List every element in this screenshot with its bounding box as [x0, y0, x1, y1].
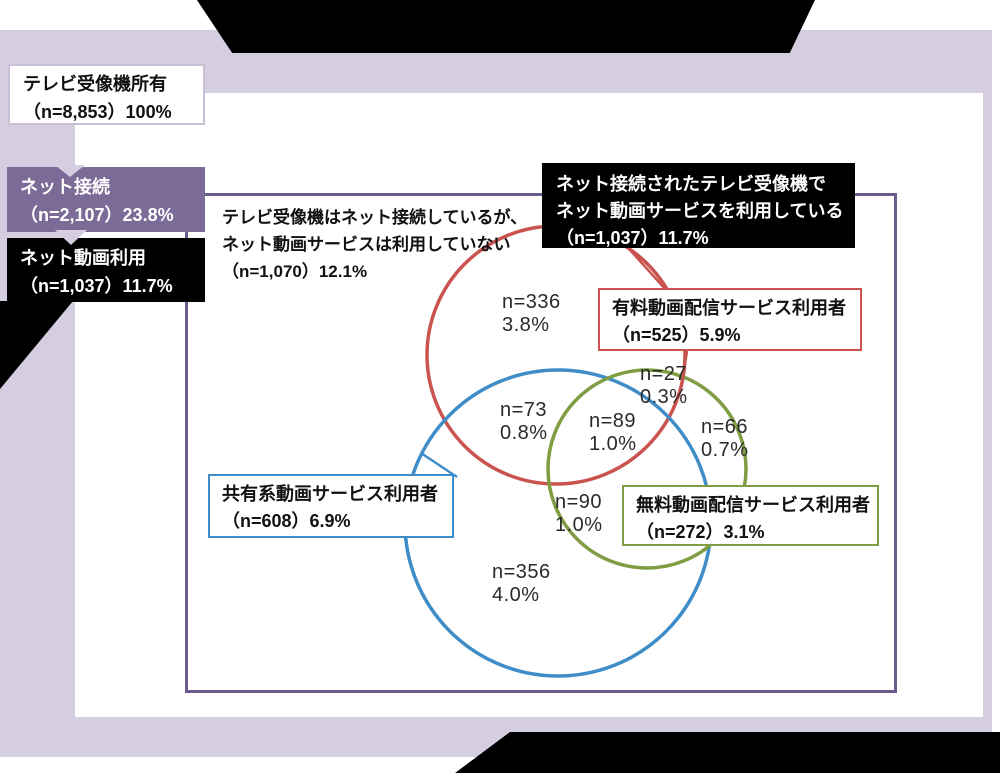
paid-leader-line-bottom — [680, 350, 689, 385]
legend-value: （n=2,107）23.8% — [20, 205, 174, 225]
count-pct: 0.3% — [640, 386, 688, 408]
free-circle — [546, 368, 748, 570]
callout-connected-using: ネット接続されたテレビ受像機で ネット動画サービスを利用している （n=1,03… — [542, 163, 855, 248]
legend-label: ネット動画利用 — [20, 248, 146, 268]
legend-net-video-users: ネット動画利用 （n=1,037）11.7% — [7, 238, 205, 302]
legend-net-connected: ネット接続 （n=2,107）23.8% — [7, 167, 205, 232]
count-n: n=336 — [502, 291, 561, 313]
count-pct: 1.0% — [589, 433, 637, 455]
count-n: n=90 — [555, 491, 603, 513]
venn-count-center: n=89 1.0% — [589, 410, 637, 456]
legend-tv-owners: テレビ受像機所有 （n=8,853）100% — [8, 64, 205, 125]
service-label: 無料動画配信サービス利用者 — [636, 495, 870, 515]
service-label: 共有系動画サービス利用者 — [222, 484, 438, 504]
venn-count-free-only: n=66 0.7% — [701, 416, 749, 462]
count-pct: 0.8% — [500, 422, 548, 444]
legend-value: （n=8,853）100% — [23, 102, 172, 122]
venn-count-paid-only: n=336 3.8% — [502, 291, 561, 337]
legend-value: （n=1,037）11.7% — [20, 276, 173, 296]
count-n: n=66 — [701, 416, 749, 438]
note-line: （n=1,070）12.1% — [222, 262, 368, 281]
note-line: ネット動画サービスは利用していない — [222, 235, 511, 254]
paid-leader-line-top — [629, 249, 667, 291]
count-n: n=356 — [492, 561, 551, 583]
service-value: （n=525）5.9% — [612, 325, 741, 345]
count-pct: 3.8% — [502, 314, 550, 336]
title-banner-cropped — [196, 0, 815, 53]
count-n: n=27 — [640, 363, 688, 385]
venn-frame — [185, 193, 897, 693]
sharing-leader-line-top — [420, 451, 458, 479]
callout-line: ネット接続されたテレビ受像機で — [556, 174, 826, 194]
count-pct: 4.0% — [492, 584, 540, 606]
count-n: n=73 — [500, 399, 548, 421]
service-value: （n=608）6.9% — [222, 511, 351, 531]
note-line: テレビ受像機はネット接続しているが、 — [222, 208, 528, 227]
venn-count-paid-free-upper: n=27 0.3% — [640, 363, 688, 409]
legend-label: ネット接続 — [20, 177, 110, 197]
sharing-leader-line-bottom — [403, 536, 411, 558]
callout-line: （n=1,037）11.7% — [556, 228, 709, 248]
service-value: （n=272）3.1% — [636, 522, 765, 542]
footnote-banner-cropped — [455, 732, 1000, 773]
count-n: n=89 — [589, 410, 637, 432]
service-label: 有料動画配信サービス利用者 — [612, 298, 846, 318]
venn-count-sharing-free: n=90 1.0% — [555, 491, 603, 537]
callout-line: ネット動画サービスを利用している — [556, 201, 844, 221]
count-pct: 1.0% — [555, 514, 603, 536]
legend-label: テレビ受像機所有 — [23, 74, 167, 94]
venn-count-sharing-only: n=356 4.0% — [492, 561, 551, 607]
free-service-box: 無料動画配信サービス利用者 （n=272）3.1% — [622, 485, 879, 546]
venn-count-paid-sharing: n=73 0.8% — [500, 399, 548, 445]
sharing-service-box: 共有系動画サービス利用者 （n=608）6.9% — [208, 474, 454, 538]
paid-service-box: 有料動画配信サービス利用者 （n=525）5.9% — [598, 288, 862, 351]
count-pct: 0.7% — [701, 439, 749, 461]
note-connected-not-using: テレビ受像機はネット接続しているが、 ネット動画サービスは利用していない （n=… — [222, 204, 527, 285]
